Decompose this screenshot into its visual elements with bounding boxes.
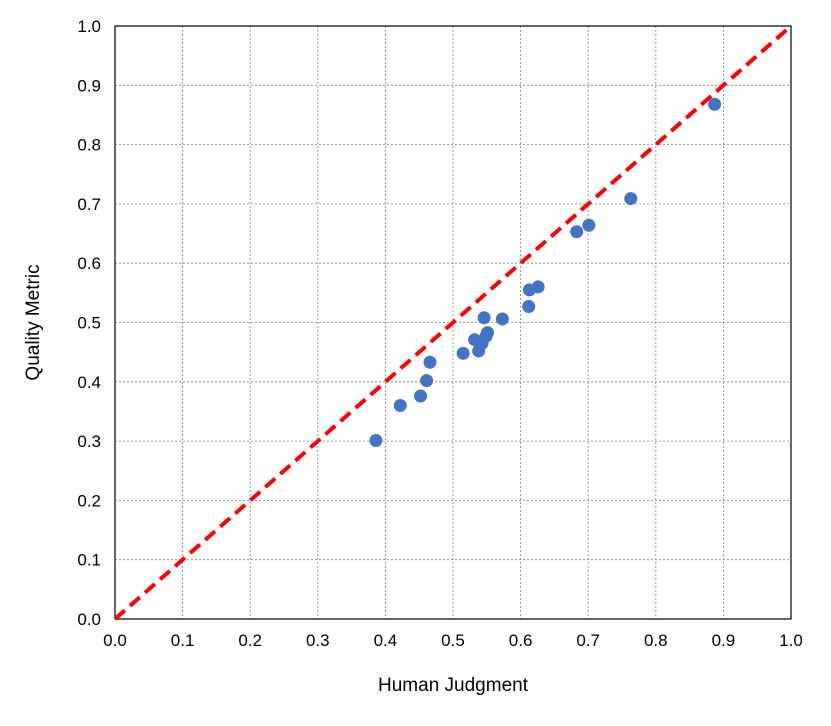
y-tick-label: 0.2 — [77, 491, 101, 510]
y-tick-label: 0.0 — [77, 610, 101, 629]
y-tick-label: 0.3 — [77, 432, 101, 451]
y-tick-label: 0.8 — [77, 136, 101, 155]
x-tick-label: 1.0 — [779, 631, 803, 650]
x-tick-label: 0.9 — [712, 631, 736, 650]
x-tick-label: 0.5 — [441, 631, 465, 650]
data-point — [495, 312, 509, 326]
x-axis-ticks: 0.0 0.1 0.2 0.3 0.4 0.5 0.6 0.7 0.8 0.9 1.0 — [103, 631, 803, 650]
data-point — [477, 311, 491, 325]
x-tick-label: 0.2 — [238, 631, 262, 650]
y-tick-label: 0.1 — [77, 551, 101, 570]
plot-border — [114, 25, 792, 620]
data-point — [456, 346, 470, 360]
data-point — [369, 434, 383, 448]
data-point — [414, 389, 428, 403]
data-point — [522, 299, 536, 313]
data-point — [531, 280, 545, 294]
y-axis-ticks: 0.0 0.1 0.2 0.3 0.4 0.5 0.6 0.7 0.8 0.9 1.0 — [77, 17, 101, 629]
gridlines — [114, 25, 792, 620]
x-axis-title: Human Judgment — [378, 675, 529, 696]
reference-line — [113, 24, 793, 621]
y-tick-label: 0.9 — [77, 76, 101, 95]
x-tick-label: 0.6 — [509, 631, 533, 650]
plot-area — [114, 25, 792, 620]
y-tick-label: 0.6 — [77, 254, 101, 273]
data-point — [624, 192, 638, 206]
data-point — [423, 355, 437, 369]
data-point — [570, 225, 584, 239]
x-tick-label: 0.1 — [171, 631, 195, 650]
y-tick-label: 0.4 — [77, 373, 101, 392]
data-point — [582, 218, 596, 232]
data-point — [708, 97, 722, 111]
data-point — [480, 326, 494, 340]
x-tick-label: 0.3 — [306, 631, 330, 650]
x-tick-label: 0.8 — [644, 631, 668, 650]
data-point — [393, 399, 407, 413]
y-tick-label: 1.0 — [77, 17, 101, 36]
x-tick-label: 0.4 — [374, 631, 398, 650]
y-tick-label: 0.5 — [77, 314, 101, 333]
y-axis-title: Quality Metric — [23, 264, 44, 380]
data-points — [369, 97, 722, 448]
data-point — [420, 374, 434, 388]
y-tick-label: 0.7 — [77, 195, 101, 214]
reference-line-group — [113, 24, 793, 621]
x-tick-label: 0.7 — [576, 631, 600, 650]
x-tick-label: 0.0 — [103, 631, 127, 650]
